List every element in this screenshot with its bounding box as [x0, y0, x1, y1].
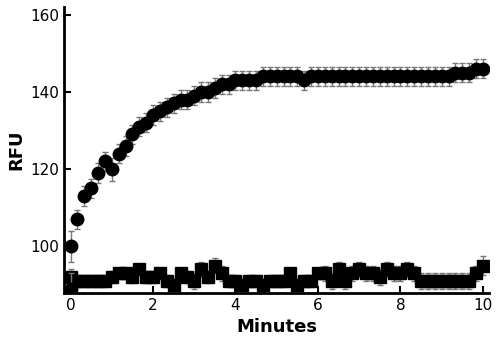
X-axis label: Minutes: Minutes	[236, 318, 317, 336]
Y-axis label: RFU: RFU	[7, 130, 25, 170]
